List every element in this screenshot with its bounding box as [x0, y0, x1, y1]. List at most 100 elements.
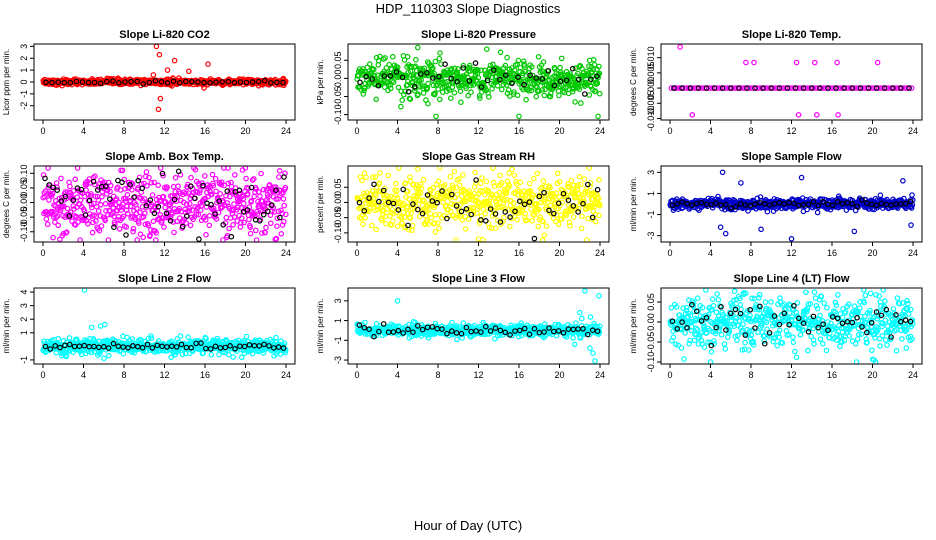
reference-point	[881, 85, 888, 91]
reference-point	[695, 85, 702, 91]
y-tick-label: -0.005	[646, 91, 656, 117]
x-tick-label: 20	[554, 126, 564, 136]
data-point	[425, 80, 431, 87]
outlier-point	[156, 51, 163, 58]
y-tick-label: 0.05	[333, 52, 343, 70]
data-point	[129, 181, 136, 187]
data-point	[460, 320, 467, 326]
reference-point	[889, 85, 896, 91]
data-point	[67, 183, 73, 190]
reference-point	[533, 75, 540, 81]
reference-point	[687, 85, 694, 91]
data-point	[95, 208, 102, 214]
data-point	[415, 91, 421, 98]
reference-point	[865, 85, 872, 91]
outlier-point	[677, 44, 683, 50]
outlier-point	[900, 178, 906, 184]
data-point	[188, 174, 194, 181]
data-point	[106, 352, 112, 359]
data-point	[576, 173, 583, 180]
y-tick-label: 0.005	[646, 62, 656, 85]
panel-ylabel: kPa per min.	[316, 60, 325, 105]
outlier-point	[155, 106, 162, 113]
reference-point	[424, 70, 430, 76]
data-point	[83, 187, 89, 193]
reference-point	[399, 74, 406, 81]
y-tick-label: 3	[333, 298, 343, 303]
data-point	[406, 95, 413, 102]
data-point	[528, 206, 534, 212]
reference-point	[104, 78, 110, 85]
data-point	[160, 193, 167, 200]
reference-point	[219, 79, 226, 85]
data-point	[119, 167, 126, 174]
reference-point	[502, 72, 509, 79]
data-point	[123, 224, 130, 230]
x-tick-label: 12	[159, 126, 169, 136]
data-point	[523, 96, 529, 103]
data-point	[596, 63, 602, 70]
data-point	[212, 175, 219, 182]
y-tick-label: 1	[19, 330, 29, 335]
data-point	[280, 196, 287, 202]
data-point	[470, 82, 477, 88]
data-point	[206, 222, 213, 229]
reference-point	[466, 78, 473, 84]
data-point	[54, 213, 61, 219]
x-tick-label: 0	[354, 248, 359, 258]
panel-ylabel: ml/min per min.	[629, 177, 638, 232]
data-point	[843, 85, 849, 91]
data-point	[430, 65, 436, 72]
data-point	[447, 173, 454, 180]
reference-point	[679, 85, 685, 91]
points-group	[40, 165, 289, 243]
chart-panel: Slope Amb. Box Temp.degrees C per min.0 4…	[2, 151, 296, 258]
outlier-point	[743, 59, 749, 66]
x-tick-label: 20	[240, 248, 250, 258]
data-point	[377, 53, 383, 60]
data-point	[161, 224, 167, 230]
data-point	[407, 96, 414, 103]
data-point	[477, 95, 483, 101]
data-point	[466, 62, 473, 69]
data-point	[170, 183, 177, 190]
reference-point	[531, 235, 538, 242]
data-point	[456, 182, 463, 189]
x-tick-label: 24	[281, 126, 291, 136]
x-tick-label: 16	[827, 248, 837, 258]
data-point	[476, 93, 483, 99]
data-point	[102, 201, 109, 207]
outlier-point	[587, 345, 593, 352]
y-tick-label: -2	[19, 102, 29, 110]
data-point	[502, 62, 509, 69]
reference-point	[442, 61, 448, 67]
x-tick-label: 4	[708, 126, 713, 136]
reference-point	[381, 73, 388, 79]
data-point	[480, 206, 487, 212]
data-point	[462, 226, 469, 232]
data-point	[230, 222, 236, 228]
points-group	[667, 287, 916, 365]
data-point	[590, 56, 597, 63]
data-point	[529, 218, 536, 224]
data-point	[460, 172, 466, 178]
x-tick-label: 20	[867, 248, 877, 258]
data-point	[868, 85, 875, 91]
data-point	[44, 221, 51, 228]
reference-point	[207, 80, 213, 86]
data-point	[209, 171, 216, 178]
data-point	[49, 190, 56, 197]
outlier-point	[798, 174, 805, 181]
data-point	[528, 87, 535, 94]
data-point	[571, 85, 577, 92]
panel-title: Slope Line 2 Flow	[118, 273, 211, 285]
x-tick-label: 0	[40, 248, 45, 258]
reference-point	[545, 68, 552, 74]
data-point	[92, 173, 98, 180]
data-point	[556, 221, 562, 228]
data-point	[217, 191, 224, 197]
data-point	[472, 169, 478, 176]
data-point	[540, 59, 547, 65]
